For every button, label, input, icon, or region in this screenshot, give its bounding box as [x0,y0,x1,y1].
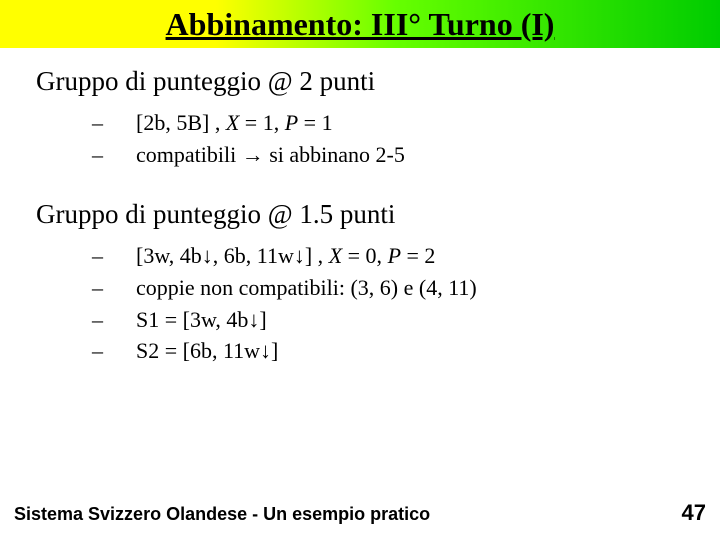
bullet-dash: – [92,304,136,336]
group2-heading: Gruppo di punteggio @ 1.5 punti [36,199,684,230]
content-area: Gruppo di punteggio @ 2 punti – [2b, 5B]… [0,48,720,367]
bullet-dash: – [92,272,136,304]
bullet-dash: – [92,107,136,139]
text-segment: = 1 [298,110,332,135]
title-bar: Abbinamento: III° Turno (I) [0,0,720,48]
text-segment: = 1, [239,110,284,135]
list-item: – compatibili → si abbinano 2-5 [92,139,684,171]
bullet-text: S1 = [3w, 4b↓] [136,304,684,336]
footer: Sistema Svizzero Olandese - Un esempio p… [14,500,706,526]
bullet-dash: – [92,335,136,367]
bullet-dash: – [92,240,136,272]
bullet-text: [2b, 5B] , X = 1, P = 1 [136,107,684,139]
list-item: – S1 = [3w, 4b↓] [92,304,684,336]
text-segment: [2b, 5B] , [136,110,226,135]
var-x: X [226,110,239,135]
list-item: – S2 = [6b, 11w↓] [92,335,684,367]
list-item: – [2b, 5B] , X = 1, P = 1 [92,107,684,139]
text-segment: si abbinano 2-5 [264,142,405,167]
list-item: – [3w, 4b↓, 6b, 11w↓] , X = 0, P = 2 [92,240,684,272]
text-segment: = 0, [342,243,387,268]
slide-title: Abbinamento: III° Turno (I) [166,6,555,43]
text-segment: [3w, 4b↓, 6b, 11w↓] , [136,243,329,268]
bullet-text: coppie non compatibili: (3, 6) e (4, 11) [136,272,684,304]
var-p: P [285,110,298,135]
list-item: – coppie non compatibili: (3, 6) e (4, 1… [92,272,684,304]
text-segment: compatibili [136,142,242,167]
group1-list: – [2b, 5B] , X = 1, P = 1 – compatibili … [92,107,684,171]
bullet-text: [3w, 4b↓, 6b, 11w↓] , X = 0, P = 2 [136,240,684,272]
var-p: P [388,243,401,268]
bullet-dash: – [92,139,136,171]
arrow-icon: → [242,142,264,167]
bullet-text: S2 = [6b, 11w↓] [136,335,684,367]
text-segment: = 2 [401,243,435,268]
page-number: 47 [682,500,706,526]
var-x: X [329,243,342,268]
group1-heading: Gruppo di punteggio @ 2 punti [36,66,684,97]
group2-list: – [3w, 4b↓, 6b, 11w↓] , X = 0, P = 2 – c… [92,240,684,368]
footer-title: Sistema Svizzero Olandese - Un esempio p… [14,504,430,525]
bullet-text: compatibili → si abbinano 2-5 [136,139,684,171]
